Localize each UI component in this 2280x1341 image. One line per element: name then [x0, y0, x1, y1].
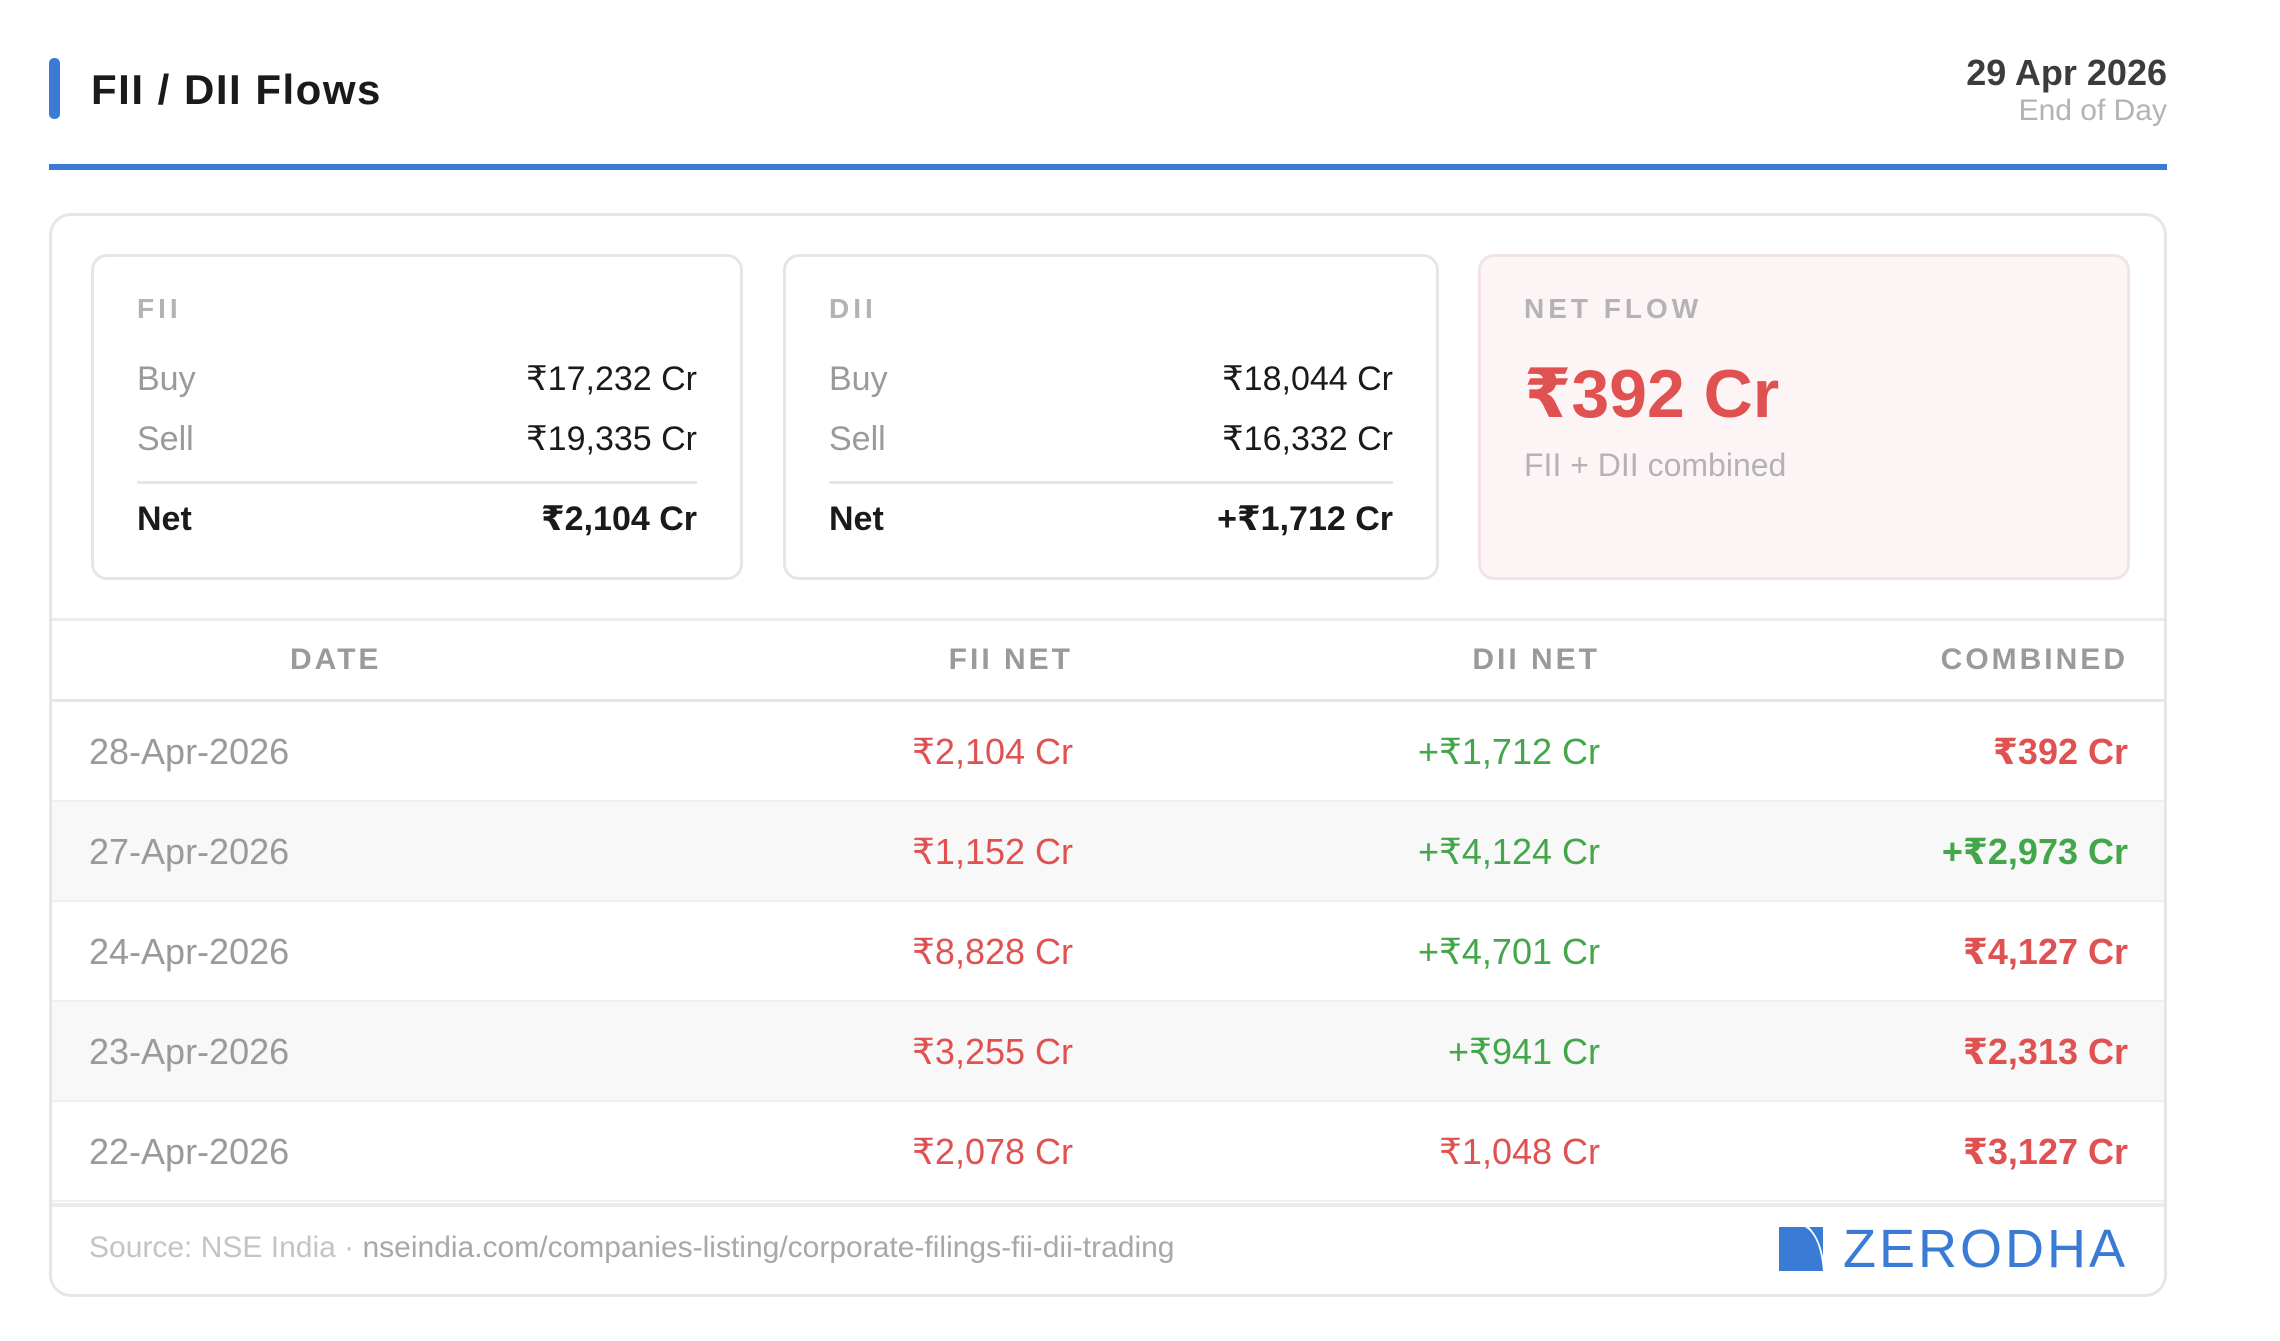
net-flow-label: NET FLOW [1524, 293, 1703, 324]
row-combined: ₹3,127 Cr [1962, 1131, 2128, 1172]
row-date: 28-Apr-2026 [89, 731, 290, 772]
row-date: 24-Apr-2026 [89, 931, 290, 972]
fii-sell-label: Sell [137, 419, 194, 458]
source-note: Source: NSE India · nseindia.com/compani… [89, 1231, 1174, 1265]
row-fii-net: ₹2,104 Cr [912, 731, 1073, 772]
row-combined: +₹2,973 Cr [1941, 831, 2128, 872]
brand-logo: ZERODHA [1778, 1219, 2128, 1279]
row-date: 23-Apr-2026 [89, 1031, 290, 1072]
table-row: 23-Apr-2026 ₹3,255 Cr +₹941 Cr ₹2,313 Cr [52, 1002, 2164, 1102]
row-dii-net: +₹1,712 Cr [1417, 731, 1600, 772]
row-dii-net: ₹1,048 Cr [1439, 1131, 1600, 1172]
page-title: FII / DII Flows [91, 66, 382, 113]
row-combined: ₹2,313 Cr [1962, 1031, 2128, 1072]
table-row: 28-Apr-2026 ₹2,104 Cr +₹1,712 Cr ₹392 Cr [52, 702, 2164, 802]
fii-net-label: Net [137, 499, 192, 538]
source-link[interactable]: nseindia.com/companies-listing/corporate… [362, 1231, 1175, 1264]
flows-card: FII Buy ₹17,232 Cr Sell ₹19,335 Cr Net ₹… [49, 213, 2167, 1297]
card-footer: Source: NSE India · nseindia.com/compani… [52, 1203, 2164, 1294]
table-row: 27-Apr-2026 ₹1,152 Cr +₹4,124 Cr +₹2,973… [52, 802, 2164, 902]
fii-net-value: ₹2,104 Cr [541, 500, 697, 538]
table-row: 24-Apr-2026 ₹8,828 Cr +₹4,701 Cr ₹4,127 … [52, 902, 2164, 1002]
fii-label: FII [137, 293, 182, 324]
row-combined: ₹392 Cr [1992, 731, 2128, 772]
fii-buy-value: ₹17,232 Cr [526, 360, 697, 398]
zerodha-logo-icon [1778, 1227, 1823, 1271]
dii-sell-value: ₹16,332 Cr [1222, 420, 1393, 458]
dii-divider [829, 481, 1393, 484]
flows-table: DATE FII NET DII NET COMBINED 28-Apr-202… [52, 618, 2164, 1202]
dii-sell-row: Sell ₹16,332 Cr [829, 417, 1393, 461]
net-flow-box: NET FLOW ₹392 Cr FII + DII combined [1478, 254, 2130, 580]
dii-buy-value: ₹18,044 Cr [1222, 360, 1393, 398]
dii-sell-label: Sell [829, 419, 886, 458]
dii-net-row: Net +₹1,712 Cr [829, 497, 1393, 541]
report-subtitle: End of Day [2018, 94, 2167, 127]
fii-buy-label: Buy [137, 359, 196, 398]
fii-summary-box: FII Buy ₹17,232 Cr Sell ₹19,335 Cr Net ₹… [91, 254, 743, 580]
row-fii-net: ₹3,255 Cr [912, 1031, 1073, 1072]
column-header-combined: COMBINED [1940, 643, 2128, 676]
fii-sell-row: Sell ₹19,335 Cr [137, 417, 697, 461]
net-flow-subtitle: FII + DII combined [1524, 447, 1787, 483]
page-header: FII / DII Flows 29 Apr 2026 End of Day [49, 46, 2167, 170]
fii-net-row: Net ₹2,104 Cr [137, 497, 697, 541]
table-header: DATE FII NET DII NET COMBINED [52, 618, 2164, 702]
dii-summary-box: DII Buy ₹18,044 Cr Sell ₹16,332 Cr Net +… [783, 254, 1439, 580]
row-combined: ₹4,127 Cr [1962, 931, 2128, 972]
row-date: 22-Apr-2026 [89, 1131, 290, 1172]
row-dii-net: +₹941 Cr [1448, 1031, 1600, 1072]
fii-divider [137, 481, 697, 484]
dii-buy-label: Buy [829, 359, 888, 398]
row-dii-net: +₹4,701 Cr [1417, 931, 1600, 972]
row-fii-net: ₹1,152 Cr [912, 831, 1073, 872]
fii-sell-value: ₹19,335 Cr [526, 420, 697, 458]
column-header-fii-net: FII NET [948, 643, 1073, 676]
net-flow-value: ₹392 Cr [1524, 356, 1780, 432]
row-date: 27-Apr-2026 [89, 831, 290, 872]
source-prefix: Source: NSE India · [89, 1231, 355, 1264]
dii-net-label: Net [829, 499, 884, 538]
row-fii-net: ₹8,828 Cr [912, 931, 1073, 972]
row-dii-net: +₹4,124 Cr [1417, 831, 1600, 872]
dii-label: DII [829, 293, 877, 324]
header-accent-bar [49, 58, 60, 119]
dii-buy-row: Buy ₹18,044 Cr [829, 357, 1393, 401]
fii-buy-row: Buy ₹17,232 Cr [137, 357, 697, 401]
dii-net-value: +₹1,712 Cr [1217, 500, 1393, 538]
table-row: 22-Apr-2026 ₹2,078 Cr ₹1,048 Cr ₹3,127 C… [52, 1102, 2164, 1202]
row-fii-net: ₹2,078 Cr [912, 1131, 1073, 1172]
report-date: 29 Apr 2026 [1966, 52, 2167, 93]
column-header-dii-net: DII NET [1472, 643, 1600, 676]
brand-name: ZERODHA [1842, 1219, 2128, 1279]
column-header-date: DATE [290, 643, 382, 676]
summary-section: FII Buy ₹17,232 Cr Sell ₹19,335 Cr Net ₹… [52, 216, 2164, 621]
